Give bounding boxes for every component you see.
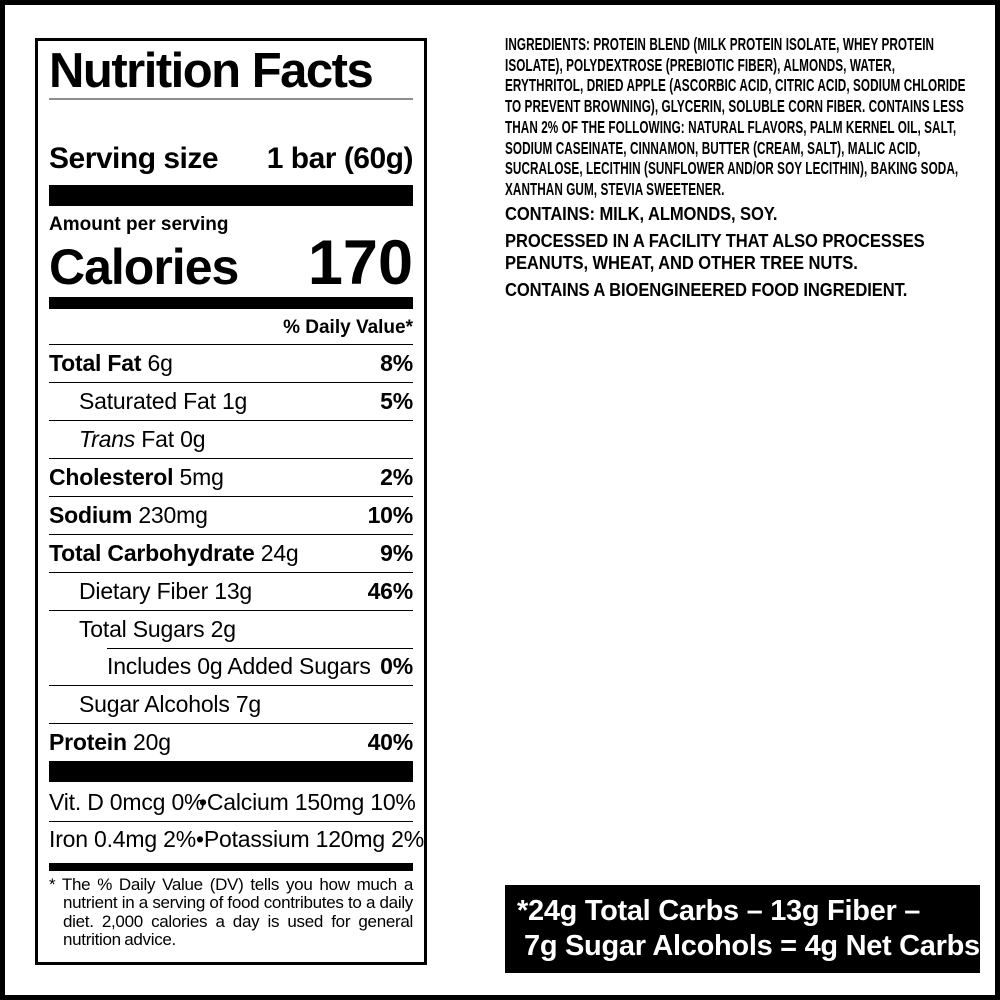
nutrient-row: Total Fat 6g 8% [49,343,413,382]
serving-size-value: 1 bar (60g) [266,141,414,175]
micronutrient-row: Vit. D 0mcg 0% • Calcium 150mg 10% [49,785,416,821]
nutrient-name: Cholesterol 5mg [49,463,224,490]
net-carbs-line1: *24g Total Carbs – 13g Fiber – [517,895,921,927]
net-carbs-banner: *24g Total Carbs – 13g Fiber – 7g Sugar … [505,885,980,973]
daily-value-percent: 2% [380,463,413,490]
ingredients-panel: INGREDIENTS: PROTEIN BLEND (MILK PROTEIN … [505,34,975,302]
nutrient-rows: Total Fat 6g 8% Saturated Fat 1g 5% Trans Fa… [49,343,414,761]
net-carbs-line2: 7g Sugar Alcohols = 4g Net Carbs [524,930,980,962]
daily-value-percent: 0% [380,652,413,679]
micronutrient-rows: Vit. D 0mcg 0% • Calcium 150mg 10% Iron 0.4… [49,785,424,858]
daily-value-percent: 9% [380,539,413,566]
nutrient-row: Sugar Alcohols 7g [49,684,413,723]
micronutrient-left: Vit. D 0mcg 0% [49,788,205,815]
contains-statement: CONTAINS: MILK, ALMONDS, SOY. [505,203,778,224]
nutrient-name: Includes 0g Added Sugars [107,652,371,679]
daily-value-percent: 46% [367,577,414,604]
serving-size-label: Serving size [49,141,219,175]
daily-value-percent: 8% [380,349,413,376]
ingredients-text: PROTEIN BLEND (MILK PROTEIN ISOLATE, WHE… [505,34,966,199]
daily-value-footnote: * The % Daily Value (DV) tells you how m… [49,874,413,950]
nutrient-name: Total Carbohydrate 24g [49,539,299,566]
nutrient-name: Total Fat 6g [49,349,173,376]
serving-size-row: Serving size 1 bar (60g) [49,141,414,176]
nutrient-name: Sodium 230mg [49,501,208,528]
ingredients-paragraph: INGREDIENTS: PROTEIN BLEND (MILK PROTEIN … [505,34,975,200]
thick-divider-bottom [49,760,413,782]
facility-statement: PROCESSED IN A FACILITY THAT ALSO PROCES… [505,231,925,273]
calories-row: Calories 170 [49,227,413,298]
amount-per-serving-label: Amount per serving [49,213,229,235]
thin-divider [49,862,413,871]
nutrition-facts-label: Nutrition Facts Serving size 1 bar (60g)… [35,38,427,965]
thick-divider-top [49,184,413,206]
nutrient-row: Dietary Fiber 13g 46% [49,571,414,610]
nutrient-row: Saturated Fat 1g 5% [49,381,413,420]
nutrient-name: Trans Fat 0g [79,425,206,452]
nutrient-name: Protein 20g [49,728,171,755]
bioengineered-statement: CONTAINS A BIOENGINEERED FOOD INGREDIENT… [505,280,908,301]
nutrient-row: Sodium 230mg 10% [49,495,414,534]
bullet-separator: • [195,825,204,852]
daily-value-percent: 40% [367,728,414,755]
daily-value-percent: 10% [367,501,414,528]
nutrient-row: Cholesterol 5mg 2% [49,457,413,496]
nutrient-name: Dietary Fiber 13g [79,577,253,604]
calories-value: 170 [307,227,413,298]
label-title: Nutrition Facts [49,44,374,98]
nutrient-row: Trans Fat 0g [49,419,413,458]
calories-label: Calories [49,238,239,295]
bullet-separator: • [199,788,207,815]
ingredients-heading: INGREDIENTS: [505,34,590,54]
nutrient-name: Total Sugars 2g [79,615,236,642]
nutrient-row: Total Sugars 2g [49,609,413,648]
micronutrient-right: Potassium 120mg 2% [203,825,424,852]
medium-divider [49,296,413,309]
micronutrient-left: Iron 0.4mg 2% [49,825,196,852]
micronutrient-row: Iron 0.4mg 2% • Potassium 120mg 2% [49,820,424,858]
micronutrient-right: Calcium 150mg 10% [206,788,416,815]
daily-value-percent: 5% [380,387,413,414]
nutrient-row: Includes 0g Added Sugars 0% [49,647,413,685]
title-divider [49,97,413,100]
nutrient-row: Total Carbohydrate 24g 9% [49,533,413,572]
nutrient-name: Sugar Alcohols 7g [79,690,262,717]
daily-value-header: % Daily Value* [283,316,413,338]
nutrient-row: Protein 20g 40% [49,722,414,761]
nutrient-name: Saturated Fat 1g [79,387,248,414]
